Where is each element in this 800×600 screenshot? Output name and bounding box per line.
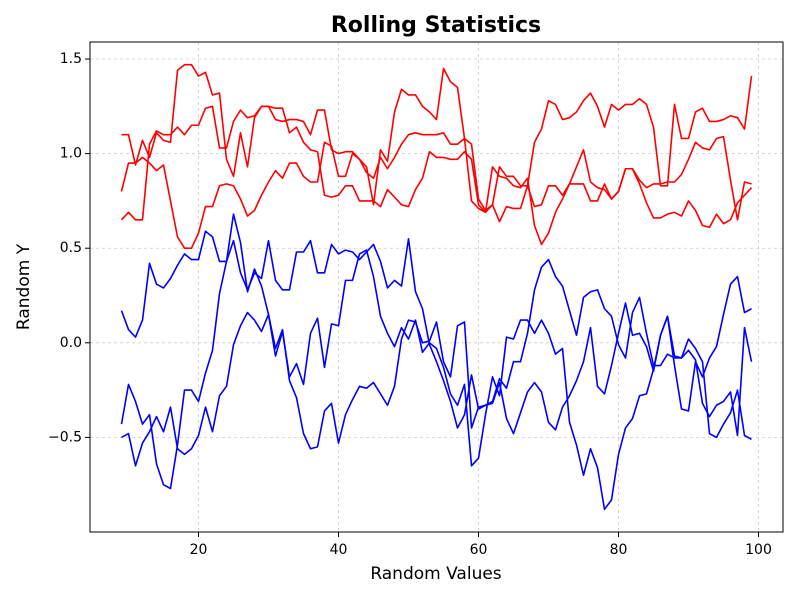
x-tick-label: 100 [745, 542, 772, 558]
line-series [121, 249, 752, 511]
y-tick-label: 1.5 [60, 51, 82, 67]
y-tick-label: −0.5 [48, 429, 82, 445]
y-tick-label: 0.0 [60, 335, 82, 351]
x-tick-label: 60 [470, 542, 488, 558]
line-series [120, 230, 753, 437]
line-series [120, 213, 752, 490]
x-axis-label: Random Values [370, 564, 501, 584]
line-series [120, 132, 752, 250]
y-tick-label: 0.5 [60, 240, 82, 256]
chart-title: Rolling Statistics [331, 13, 541, 38]
y-tick-label: 1.0 [60, 146, 82, 162]
x-tick-label: 80 [610, 542, 628, 558]
line-series [120, 105, 753, 246]
plot-frame [89, 41, 784, 533]
x-tick-label: 40 [330, 542, 348, 558]
y-axis-label: Random Y [14, 243, 34, 330]
line-series [121, 63, 753, 212]
x-tick-label: 20 [190, 542, 208, 558]
